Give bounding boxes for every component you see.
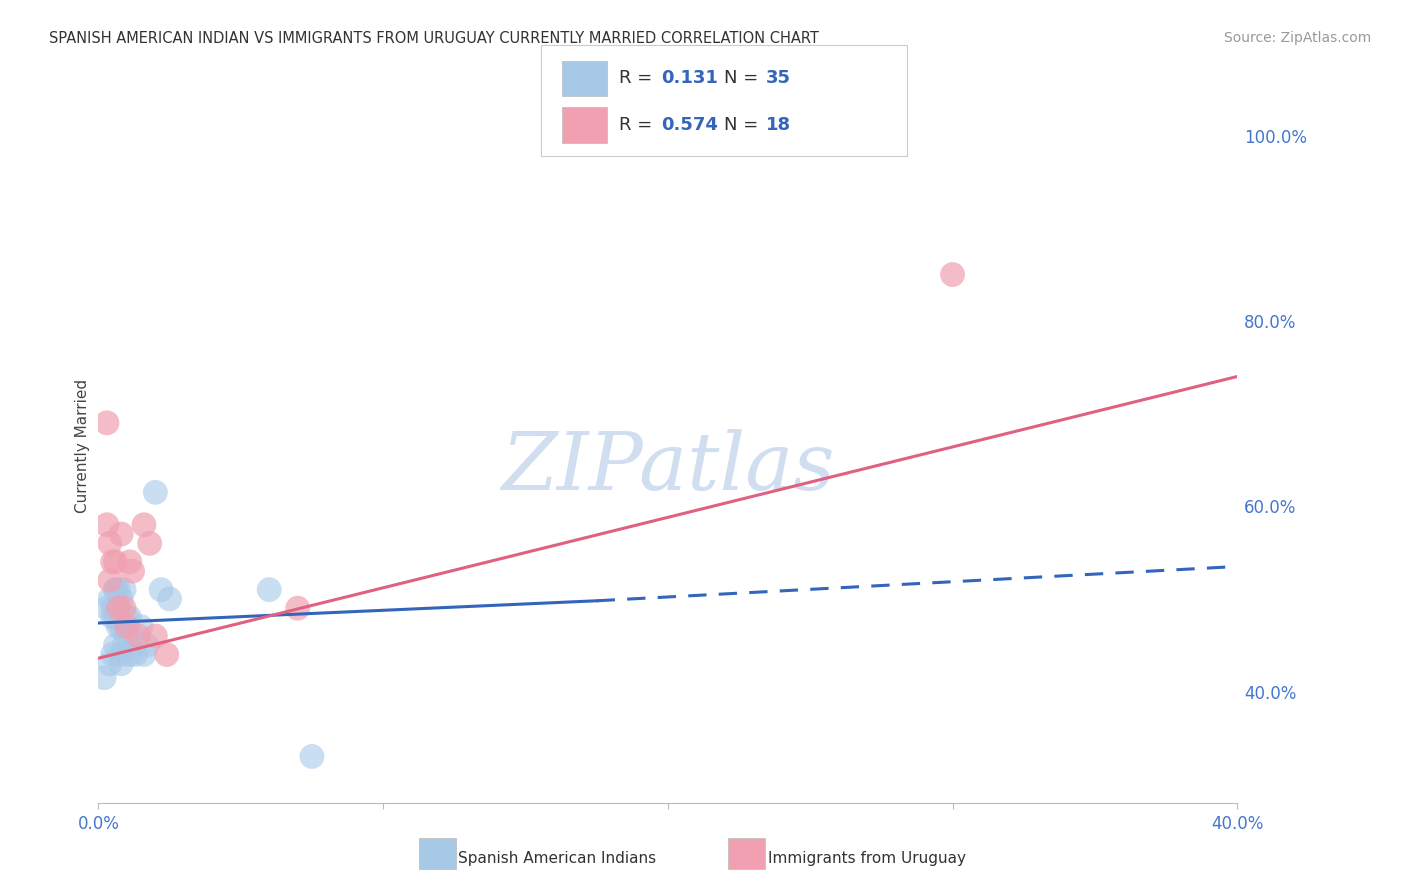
Point — [115, 610, 138, 624]
Point — [93, 671, 115, 685]
Point — [112, 601, 135, 615]
Point — [101, 648, 124, 662]
Point — [110, 527, 132, 541]
Point — [115, 629, 138, 643]
Text: R =: R = — [619, 116, 658, 134]
Point — [121, 629, 143, 643]
Point — [112, 582, 135, 597]
Text: 35: 35 — [766, 70, 792, 87]
Point — [150, 582, 173, 597]
Point — [104, 610, 127, 624]
Point — [96, 416, 118, 430]
Point — [138, 536, 160, 550]
Text: N =: N = — [724, 70, 763, 87]
Point — [107, 582, 129, 597]
Y-axis label: Currently Married: Currently Married — [75, 379, 90, 513]
Point — [156, 648, 179, 662]
Point — [145, 485, 167, 500]
Point — [942, 268, 965, 282]
Point — [127, 629, 149, 643]
Point — [118, 555, 141, 569]
Point — [112, 620, 135, 634]
Point — [104, 555, 127, 569]
Point — [104, 638, 127, 652]
Point — [145, 629, 167, 643]
Text: N =: N = — [724, 116, 763, 134]
Text: Source: ZipAtlas.com: Source: ZipAtlas.com — [1223, 31, 1371, 45]
Point — [259, 582, 281, 597]
Point — [101, 555, 124, 569]
Point — [115, 620, 138, 634]
Point — [107, 601, 129, 615]
Text: Immigrants from Uruguay: Immigrants from Uruguay — [768, 851, 966, 865]
Point — [118, 610, 141, 624]
Point — [107, 601, 129, 615]
Point — [135, 638, 157, 652]
Text: 0.131: 0.131 — [661, 70, 717, 87]
Point — [287, 601, 309, 615]
Point — [132, 517, 155, 532]
Text: R =: R = — [619, 70, 658, 87]
Point — [301, 749, 323, 764]
Text: SPANISH AMERICAN INDIAN VS IMMIGRANTS FROM URUGUAY CURRENTLY MARRIED CORRELATION: SPANISH AMERICAN INDIAN VS IMMIGRANTS FR… — [49, 31, 820, 46]
Point — [104, 582, 127, 597]
Point — [112, 638, 135, 652]
Point — [110, 591, 132, 606]
Point — [107, 620, 129, 634]
Point — [121, 564, 143, 578]
Point — [110, 620, 132, 634]
Point — [98, 536, 121, 550]
Text: Spanish American Indians: Spanish American Indians — [458, 851, 657, 865]
Text: 0.574: 0.574 — [661, 116, 717, 134]
Point — [96, 517, 118, 532]
Point — [98, 657, 121, 671]
Point — [101, 610, 124, 624]
Point — [98, 591, 121, 606]
Point — [124, 648, 146, 662]
Text: 18: 18 — [766, 116, 792, 134]
Point — [129, 620, 152, 634]
Point — [110, 657, 132, 671]
Text: ZIPatlas: ZIPatlas — [501, 429, 835, 506]
Point — [98, 574, 121, 588]
Point — [159, 591, 181, 606]
Point — [110, 648, 132, 662]
Point — [132, 648, 155, 662]
Point — [104, 582, 127, 597]
Point — [101, 601, 124, 615]
Point — [96, 601, 118, 615]
Point — [118, 648, 141, 662]
